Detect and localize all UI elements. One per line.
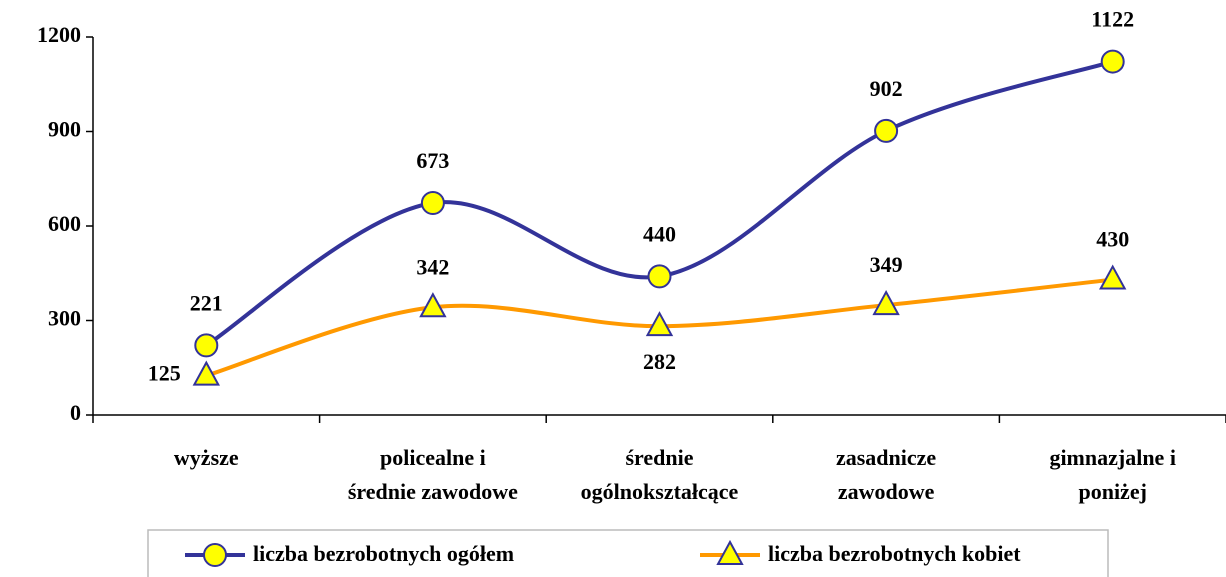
x-tick-label: średnie — [625, 445, 693, 470]
data-label: 342 — [416, 254, 449, 279]
y-tick-label: 1200 — [37, 22, 81, 47]
x-tick-label: policealne i — [380, 445, 486, 470]
marker — [1099, 264, 1127, 290]
data-label: 430 — [1096, 227, 1129, 252]
data-label: 125 — [148, 361, 181, 386]
marker — [872, 289, 900, 316]
x-tick-label: zasadnicze — [836, 445, 936, 470]
series-line — [205, 59, 1114, 348]
legend-label: liczba bezrobotnych kobiet — [768, 541, 1021, 566]
marker — [194, 333, 219, 358]
marker — [1100, 49, 1125, 74]
x-tick-label: poniżej — [1078, 479, 1146, 504]
data-label: 1122 — [1091, 7, 1134, 32]
data-label: 440 — [643, 221, 676, 246]
marker — [203, 543, 227, 567]
marker — [874, 118, 899, 143]
y-tick-label: 600 — [48, 211, 81, 236]
x-tick-label: wyższe — [174, 445, 239, 470]
marker — [192, 360, 220, 386]
legend-label: liczba bezrobotnych ogółem — [253, 541, 514, 566]
marker — [420, 191, 445, 216]
data-label: 673 — [416, 148, 449, 173]
data-label: 282 — [643, 349, 676, 374]
marker — [645, 311, 674, 337]
x-tick-label: gimnazjalne i — [1049, 445, 1176, 470]
data-label: 221 — [190, 290, 223, 315]
data-label: 349 — [870, 252, 903, 277]
legend-box — [147, 529, 1109, 577]
data-label: 902 — [870, 76, 903, 101]
y-tick-label: 900 — [48, 117, 81, 142]
y-tick-label: 300 — [48, 306, 81, 331]
y-tick-label: 0 — [70, 400, 81, 425]
x-tick-label: zawodowe — [838, 479, 935, 504]
marker — [419, 292, 447, 318]
marker — [716, 539, 744, 565]
x-tick-label: ogólnokształcące — [581, 479, 739, 504]
marker — [647, 264, 672, 289]
x-tick-label: średnie zawodowe — [348, 479, 518, 504]
